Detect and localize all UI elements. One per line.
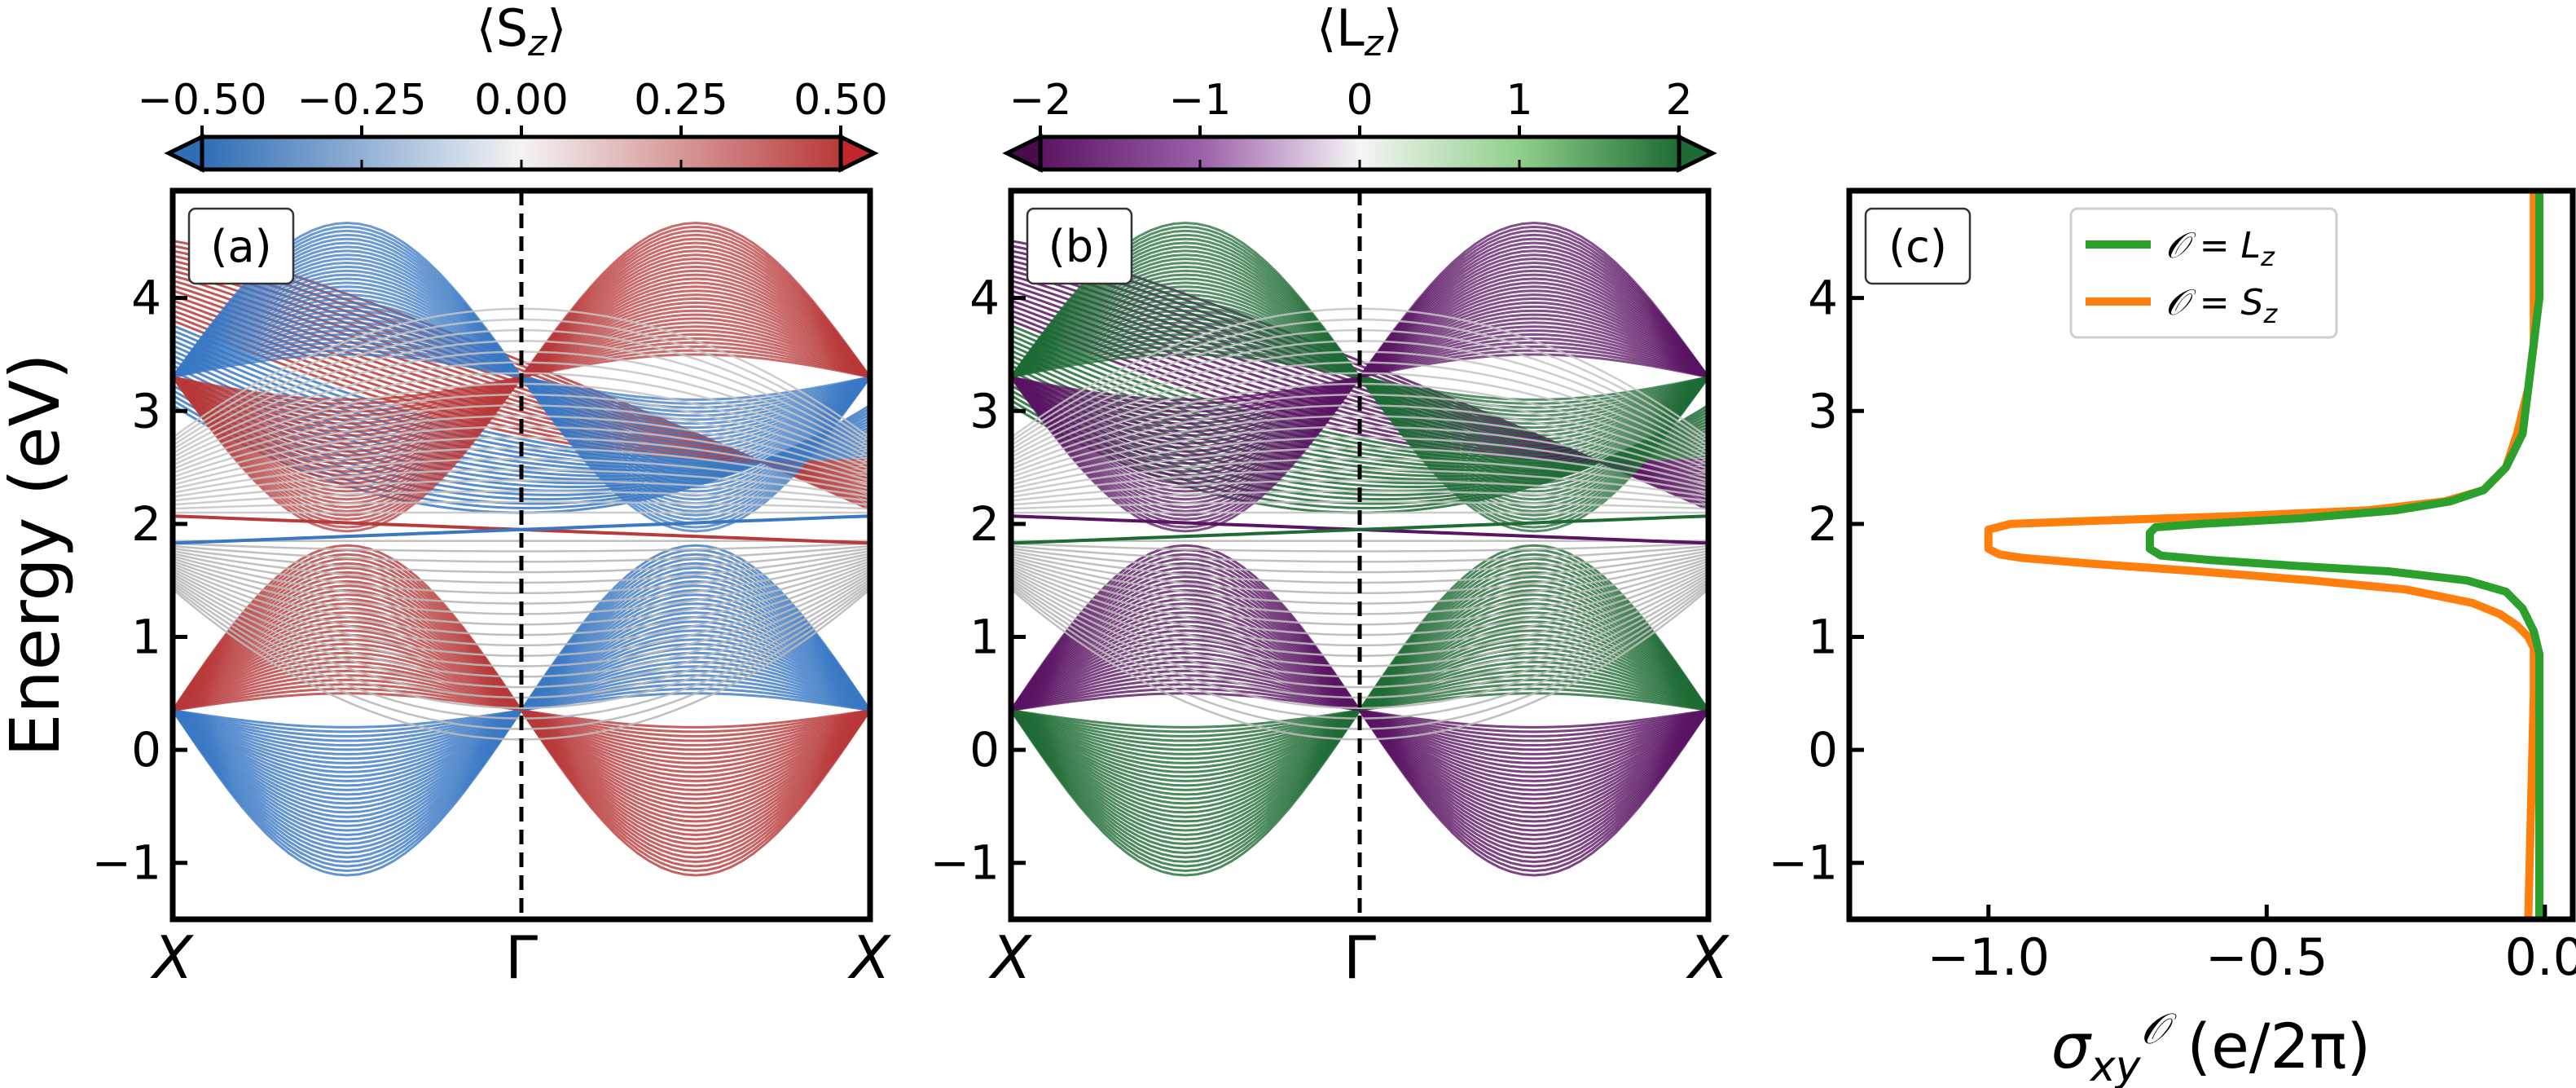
panel-a-xtick-label: X bbox=[149, 923, 194, 992]
panel-b-ytick-label: −1 bbox=[930, 835, 1000, 891]
panel-a-ytick-label: 1 bbox=[131, 609, 161, 664]
panel-a-conduction-band bbox=[173, 457, 870, 495]
panel-label-box-a: (a) bbox=[187, 207, 295, 285]
panel-b-ytick-label: 4 bbox=[969, 271, 1000, 326]
panel-a-conduction-band bbox=[173, 436, 870, 487]
panel-b-valence-band bbox=[1011, 580, 1708, 710]
panel-c-ytick-label: 1 bbox=[1808, 609, 1838, 664]
colorbar-sz: −0.50 −0.25 0.00 0.25 0.50 ⟨Sz⟩ bbox=[137, 0, 888, 174]
panel-label-b: (b) bbox=[1048, 221, 1110, 272]
axes-frame-b bbox=[1008, 187, 1712, 923]
band-structure-a bbox=[173, 221, 870, 877]
panel-label-box-c: (c) bbox=[1864, 207, 1972, 285]
sigma-axis-label: σxy𝒪 (e/2π) bbox=[2051, 1005, 2371, 1088]
legend-label-lz: 𝒪 = Lz bbox=[2165, 225, 2275, 272]
panel-a-ytick-label: 3 bbox=[131, 383, 161, 438]
axes-frame-a bbox=[169, 187, 873, 923]
panel-b-valence-band bbox=[1011, 565, 1708, 647]
panel-b-conduction-band bbox=[1011, 436, 1708, 487]
panel-c-xtick-label: −0.5 bbox=[2205, 927, 2328, 987]
panel-b-valence-band bbox=[1011, 575, 1708, 689]
colorbar-sz-extend-max bbox=[838, 133, 879, 174]
panel-a-valence-band bbox=[173, 575, 870, 689]
panel-a-valence-band bbox=[173, 544, 870, 877]
panel-a-valence-band bbox=[173, 580, 870, 710]
panel-c: 4 3 2 1 0 −1 −1.0 −0.5 0.0 (c) 𝒪 = Lz 𝒪 = Sz σx… bbox=[1769, 187, 2576, 1088]
colorbar-lz-label: ⟨Lz⟩ bbox=[1317, 0, 1403, 64]
panel-a-conduction-band bbox=[173, 372, 870, 463]
colorbar-sz-tick-label: 0.25 bbox=[634, 76, 728, 125]
legend: 𝒪 = Lz 𝒪 = Sz bbox=[2069, 207, 2338, 339]
panel-a-xtick-label: X bbox=[846, 923, 891, 992]
panel-c-ytick-label: 0 bbox=[1808, 722, 1838, 777]
colorbar-sz-tick-label: 0.00 bbox=[474, 76, 569, 125]
colorbar-lz-tick-label: −2 bbox=[1009, 76, 1072, 125]
colorbar-sz-label: ⟨Sz⟩ bbox=[477, 0, 567, 64]
panel-b-valence-band bbox=[1011, 547, 1708, 574]
legend-label-sz: 𝒪 = Sz bbox=[2165, 282, 2279, 329]
panel-b-conduction-band bbox=[1011, 393, 1708, 470]
panel-b-xtick-label: Γ bbox=[1343, 923, 1376, 992]
panel-c-ytick-label: −1 bbox=[1769, 835, 1839, 891]
panel-a-valence-band bbox=[173, 565, 870, 647]
panel-a-conduction-band bbox=[173, 393, 870, 470]
colorbar-lz-tick-label: 1 bbox=[1506, 76, 1532, 125]
colorbar-lz-tick-label: 0 bbox=[1346, 76, 1373, 125]
panel-a-edge-state bbox=[173, 514, 870, 545]
panel-a-xtick-label: Γ bbox=[505, 923, 538, 992]
panel-a-ytick-label: 0 bbox=[131, 722, 161, 777]
colorbar-sz-tick-label: −0.25 bbox=[297, 76, 426, 125]
panel-label-c: (c) bbox=[1888, 221, 1947, 272]
panel-b-valence-band bbox=[1011, 544, 1708, 877]
panel-c-ytick-label: 4 bbox=[1808, 271, 1838, 326]
panel-b-conduction-band bbox=[1011, 372, 1708, 463]
panel-a-ytick-label: −1 bbox=[92, 835, 162, 891]
panel-a-conduction-band bbox=[173, 415, 870, 478]
colorbar-sz-extend-min bbox=[164, 133, 204, 174]
series-line-lz bbox=[2145, 191, 2543, 919]
colorbar-sz-tick-label: −0.50 bbox=[137, 76, 266, 125]
panel-label-a: (a) bbox=[210, 221, 271, 272]
panel-b-ytick-label: 3 bbox=[969, 383, 1000, 438]
panel-b-conduction-band bbox=[1011, 415, 1708, 478]
panel-c-ytick-label: 2 bbox=[1808, 496, 1838, 552]
colorbar-sz-tick-label: 0.50 bbox=[793, 76, 888, 125]
panel-b-conduction-band bbox=[1011, 457, 1708, 495]
panel-b-conduction-band bbox=[1011, 479, 1708, 502]
panel-a-ytick-label: 2 bbox=[131, 496, 161, 552]
panel-a-ytick-label: 4 bbox=[131, 271, 161, 326]
colorbar-lz: −2 −1 0 1 2 ⟨Lz⟩ bbox=[1002, 0, 1717, 174]
panel-b-ytick-label: 0 bbox=[969, 722, 1000, 777]
panel-b-edge-state bbox=[1011, 514, 1708, 545]
colorbar-lz-extend-min bbox=[1002, 133, 1043, 174]
panel-a-valence-band bbox=[173, 542, 870, 553]
panel-b: −2 −1 0 1 2 ⟨Lz⟩ 4 3 2 1 0 −1 X Γ X (b) bbox=[930, 0, 1730, 992]
panel-b-valence-band bbox=[1011, 570, 1708, 667]
panel-a-conduction-band bbox=[173, 479, 870, 502]
band-structure-b bbox=[1011, 221, 1708, 877]
conductivity-curves bbox=[1984, 191, 2543, 919]
panel-b-ytick-label: 2 bbox=[969, 496, 1000, 552]
colorbar-lz-tick-label: −1 bbox=[1169, 76, 1232, 125]
panel-a-valence-band bbox=[173, 570, 870, 667]
panel-c-xtick-label: 0.0 bbox=[2505, 927, 2576, 987]
energy-axis-label: Energy (eV) bbox=[0, 353, 75, 756]
panel-b-valence-band bbox=[1011, 542, 1708, 553]
panel-a-valence-band bbox=[173, 547, 870, 574]
panel-b-xtick-label: X bbox=[1685, 923, 1730, 992]
panel-c-ytick-label: 3 bbox=[1808, 383, 1838, 438]
panel-b-xtick-label: X bbox=[987, 923, 1032, 992]
panel-b-ytick-label: 1 bbox=[969, 609, 1000, 664]
colorbar-lz-tick-label: 2 bbox=[1665, 76, 1692, 125]
colorbar-lz-extend-max bbox=[1677, 133, 1717, 174]
axes-frame-c bbox=[1846, 187, 2576, 923]
panel-c-xtick-label: −1.0 bbox=[1927, 927, 2050, 987]
panel-label-box-b: (b) bbox=[1026, 207, 1133, 285]
